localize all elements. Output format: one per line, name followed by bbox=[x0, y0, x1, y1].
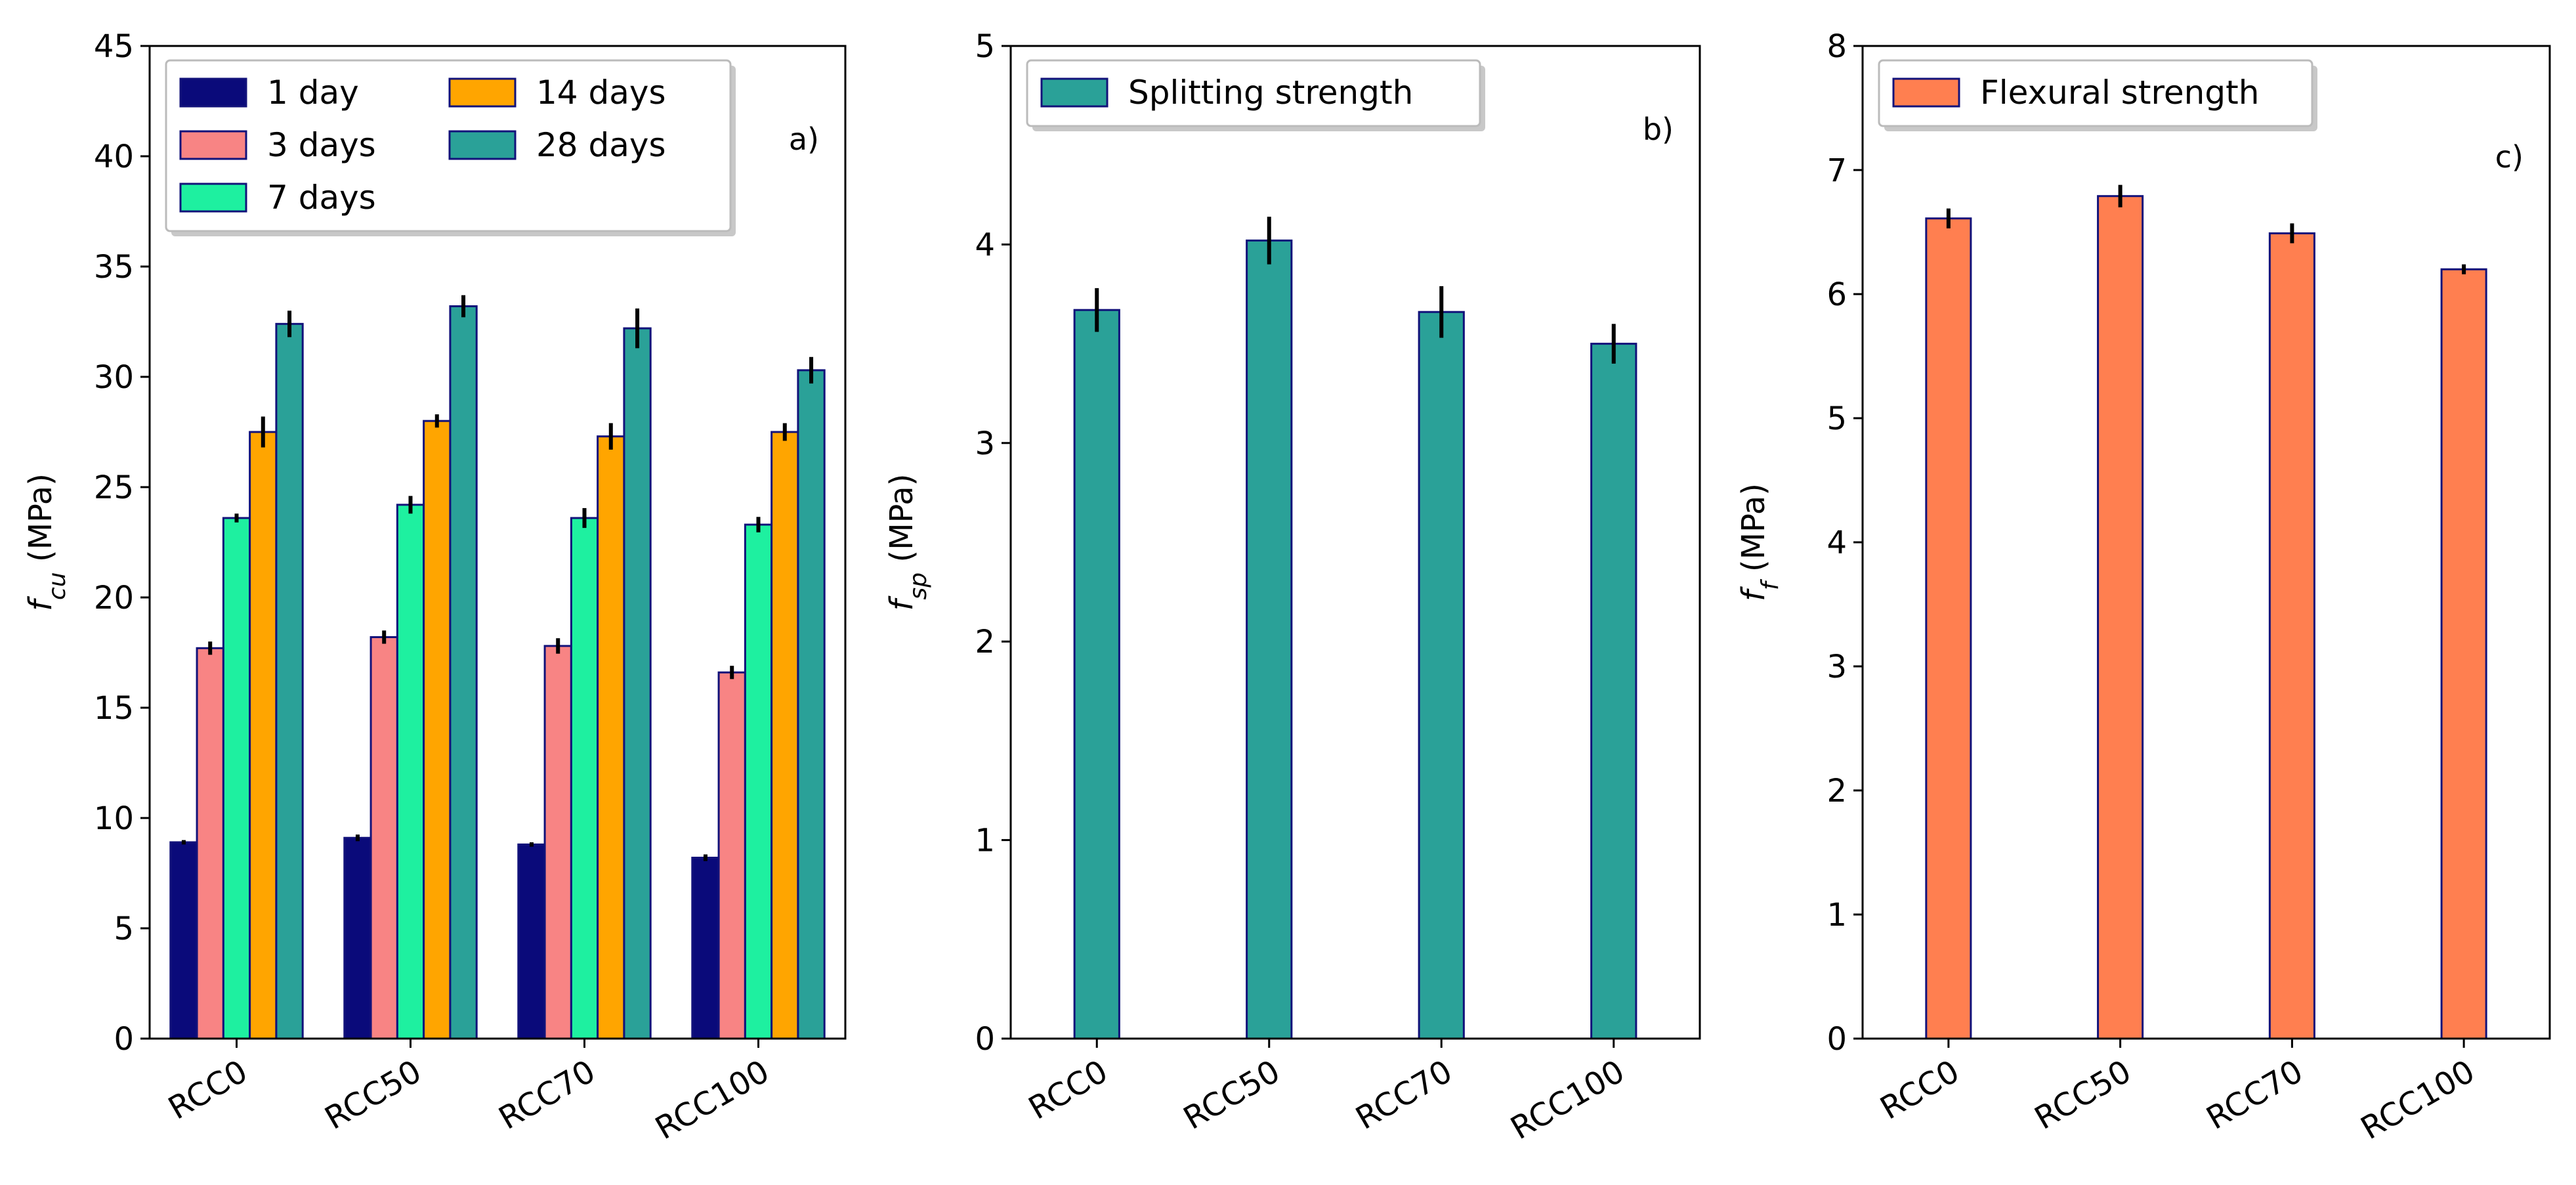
x-tick-label-rcc50: RCC50 bbox=[1177, 1053, 1286, 1137]
y-tick-label: 3 bbox=[1826, 649, 1847, 685]
axes-frame bbox=[148, 45, 847, 1040]
y-tick-label: 35 bbox=[94, 249, 134, 286]
legend-label: 28 days bbox=[536, 126, 666, 164]
bar-3-days-rcc50 bbox=[370, 636, 398, 1040]
y-tick-label: 1 bbox=[1826, 897, 1847, 934]
panel-tag: a) bbox=[789, 121, 819, 157]
chart-panel-1: 0 5 10 15 20 25 30 35 40 45 RCC0 RCC50 RCC70 RCC100 fc… bbox=[22, 28, 847, 1147]
chart-panel-3: 0 1 2 3 4 5 6 7 8 RCC0 RCC50 RCC70 RCC100 ff (MPa) c) F… bbox=[1735, 28, 2551, 1147]
y-tick-label: 25 bbox=[94, 469, 134, 506]
bar-flexural-strength-rcc70 bbox=[2268, 232, 2315, 1040]
bar-7-days-rcc70 bbox=[570, 517, 599, 1040]
y-axis-label: fsp (MPa) bbox=[883, 474, 932, 611]
legend-box bbox=[1878, 59, 2313, 127]
x-tick-label-rcc50: RCC50 bbox=[2029, 1053, 2138, 1137]
chart-panel-2: 0 1 2 3 4 5 RCC0 RCC50 RCC70 RCC100 fsp (MPa) b) Spl… bbox=[883, 28, 1701, 1147]
x-tick-label-rcc70: RCC70 bbox=[493, 1053, 602, 1137]
bar-splitting-strength-rcc50 bbox=[1246, 239, 1293, 1040]
bar-1-day-rcc70 bbox=[517, 843, 546, 1040]
bar-14-days-rcc50 bbox=[423, 420, 452, 1040]
x-tick-label-rcc50: RCC50 bbox=[319, 1053, 428, 1137]
y-tick-label: 1 bbox=[975, 823, 995, 859]
y-tick-label: 0 bbox=[114, 1021, 134, 1058]
legend-label: 3 days bbox=[267, 126, 376, 164]
y-tick-label: 40 bbox=[94, 139, 134, 175]
legend-swatch bbox=[1892, 77, 1960, 108]
x-tick-label-rcc0: RCC0 bbox=[1874, 1053, 1966, 1127]
y-tick-label: 2 bbox=[1826, 773, 1847, 809]
bar-3-days-rcc70 bbox=[543, 645, 572, 1040]
bar-14-days-rcc0 bbox=[249, 431, 278, 1040]
bar-14-days-rcc100 bbox=[771, 431, 799, 1040]
legend-label: 14 days bbox=[536, 74, 666, 112]
bar-3-days-rcc100 bbox=[717, 671, 746, 1040]
y-tick-label: 5 bbox=[114, 911, 134, 947]
y-tick-label: 6 bbox=[1826, 276, 1847, 313]
legend-swatch bbox=[1040, 77, 1109, 108]
y-tick-label: 10 bbox=[94, 800, 134, 837]
y-tick-label: 2 bbox=[975, 624, 995, 660]
bar-splitting-strength-rcc100 bbox=[1590, 343, 1637, 1040]
x-tick-label-rcc100: RCC100 bbox=[649, 1053, 775, 1147]
y-axis-label: ff (MPa) bbox=[1735, 483, 1784, 601]
bar-flexural-strength-rcc0 bbox=[1925, 217, 1972, 1040]
y-tick-label: 3 bbox=[975, 425, 995, 462]
bar-flexural-strength-rcc100 bbox=[2440, 268, 2487, 1040]
x-tick-label-rcc70: RCC70 bbox=[1349, 1053, 1458, 1137]
bar-14-days-rcc70 bbox=[597, 435, 625, 1040]
bar-7-days-rcc0 bbox=[222, 517, 251, 1040]
y-tick-label: 5 bbox=[1826, 400, 1847, 437]
y-tick-label: 0 bbox=[975, 1021, 995, 1058]
bar-splitting-strength-rcc0 bbox=[1073, 309, 1120, 1040]
y-tick-label: 4 bbox=[1826, 525, 1847, 561]
bar-28-days-rcc70 bbox=[623, 327, 652, 1040]
bar-flexural-strength-rcc50 bbox=[2097, 195, 2144, 1040]
legend-swatch bbox=[448, 130, 517, 160]
panel-tag: c) bbox=[2495, 139, 2523, 175]
y-tick-label: 8 bbox=[1826, 28, 1847, 65]
y-tick-label: 0 bbox=[1826, 1021, 1847, 1058]
y-tick-label: 20 bbox=[94, 580, 134, 616]
legend-label: Splitting strength bbox=[1128, 74, 1413, 112]
bar-1-day-rcc0 bbox=[169, 841, 198, 1040]
y-tick-label: 15 bbox=[94, 690, 134, 727]
legend-swatch bbox=[179, 183, 247, 213]
legend-box bbox=[1026, 59, 1481, 127]
x-tick-label-rcc100: RCC100 bbox=[1505, 1053, 1631, 1147]
y-tick-label: 7 bbox=[1826, 152, 1847, 189]
bar-28-days-rcc100 bbox=[797, 369, 826, 1040]
x-tick-label-rcc70: RCC70 bbox=[2201, 1053, 2310, 1137]
x-tick-label-rcc0: RCC0 bbox=[1023, 1053, 1114, 1127]
panel-tag: b) bbox=[1643, 112, 1674, 147]
legend-label: 7 days bbox=[267, 179, 376, 217]
x-tick-label-rcc0: RCC0 bbox=[162, 1053, 253, 1127]
legend-swatch bbox=[448, 77, 517, 108]
y-tick-label: 4 bbox=[975, 226, 995, 263]
bar-28-days-rcc50 bbox=[449, 305, 478, 1040]
bar-1-day-rcc100 bbox=[691, 856, 720, 1040]
y-tick-label: 5 bbox=[975, 28, 995, 65]
bar-7-days-rcc50 bbox=[396, 504, 425, 1040]
axes-frame bbox=[1009, 45, 1701, 1040]
legend-label: 1 day bbox=[267, 74, 359, 112]
bar-splitting-strength-rcc70 bbox=[1418, 311, 1465, 1040]
bar-3-days-rcc0 bbox=[196, 647, 224, 1040]
bar-1-day-rcc50 bbox=[343, 836, 372, 1040]
bar-7-days-rcc100 bbox=[744, 523, 773, 1040]
y-tick-label: 30 bbox=[94, 359, 134, 396]
legend-label: Flexural strength bbox=[1980, 74, 2259, 112]
legend-box bbox=[165, 59, 732, 232]
y-axis-label: fcu (MPa) bbox=[22, 473, 71, 611]
y-tick-label: 45 bbox=[94, 28, 134, 65]
legend-swatch bbox=[179, 130, 247, 160]
bar-28-days-rcc0 bbox=[275, 322, 304, 1040]
legend-swatch bbox=[179, 77, 247, 108]
x-tick-label-rcc100: RCC100 bbox=[2355, 1053, 2481, 1147]
